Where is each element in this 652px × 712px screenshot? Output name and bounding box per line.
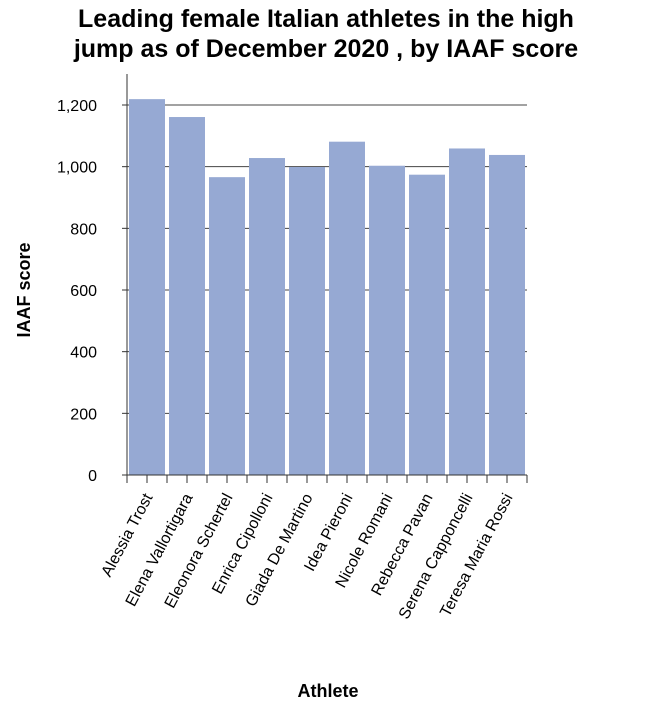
y-axis-ticks: 0 200 400 600 800 1,000 1,200: [57, 98, 127, 485]
bar: [369, 165, 405, 475]
x-tick-label: Teresa Maria Rossi: [437, 491, 516, 620]
bar: [449, 148, 485, 475]
y-tick-label: 200: [70, 406, 97, 423]
bar: [489, 154, 525, 475]
x-axis-title: Athlete: [297, 681, 358, 701]
chart-title-line-2: jump as of December 2020 , by IAAF score: [73, 35, 579, 63]
chart-title: Leading female Italian athletes in the h…: [0, 4, 652, 64]
y-tick-label: 0: [88, 468, 97, 485]
bar: [129, 99, 165, 476]
bar: [409, 174, 445, 475]
x-tick-label: Serena Capponcelli: [396, 491, 477, 622]
y-tick-label: 1,200: [57, 98, 97, 115]
bar: [329, 141, 365, 476]
y-tick-label: 600: [70, 283, 97, 300]
bars: [129, 99, 525, 476]
y-tick-label: 800: [70, 221, 97, 238]
bar: [289, 166, 325, 475]
y-axis-title: IAAF score: [14, 242, 34, 337]
bar: [169, 117, 205, 476]
chart-title-line-1: Leading female Italian athletes in the h…: [78, 5, 574, 33]
y-tick-label: 1,000: [57, 160, 97, 177]
y-tick-label: 400: [70, 345, 97, 362]
bar: [249, 158, 285, 476]
bar: [209, 177, 245, 475]
